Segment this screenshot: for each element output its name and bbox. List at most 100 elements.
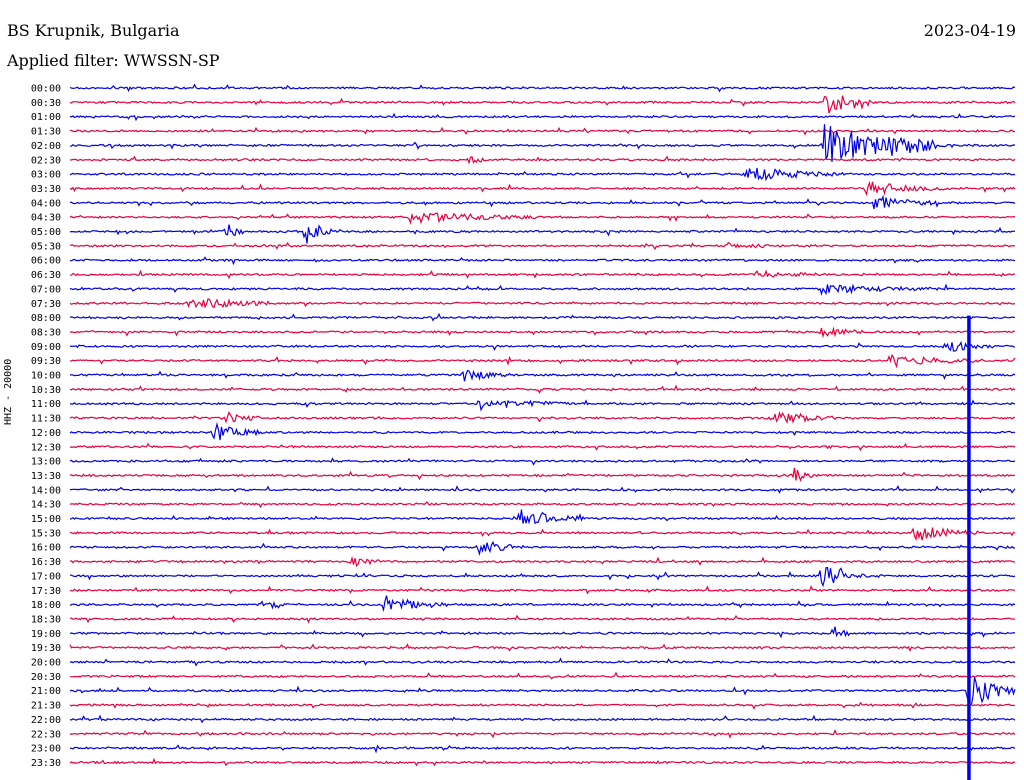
trace-row-07:00 — [69, 283, 1016, 296]
row-label: 19:00 — [31, 629, 61, 640]
trace-row-08:00 — [69, 312, 1016, 322]
trace-row-13:00 — [69, 457, 1016, 466]
trace-row-04:30 — [69, 212, 1016, 225]
trace-row-23:30 — [69, 757, 1016, 767]
trace-row-02:00 — [69, 124, 1016, 163]
trace-row-05:00 — [69, 224, 1015, 244]
trace-row-16:00 — [69, 540, 1016, 557]
row-label: 18:30 — [31, 614, 61, 625]
row-label: 20:30 — [31, 672, 61, 683]
filter-label: Applied filter: WWSSN-SP — [7, 51, 220, 70]
trace-row-23:00 — [69, 744, 1016, 754]
row-label: 16:30 — [31, 557, 61, 568]
row-label: 21:30 — [31, 701, 61, 712]
trace-row-06:30 — [69, 269, 1016, 280]
row-label: 02:30 — [31, 155, 61, 166]
trace-row-14:30 — [69, 501, 1016, 509]
trace-row-21:30 — [69, 701, 1016, 710]
trace-row-22:30 — [69, 729, 1016, 739]
row-label: 12:00 — [31, 428, 61, 439]
row-label: 21:00 — [31, 686, 61, 697]
row-label: 16:00 — [31, 543, 61, 554]
trace-row-10:00 — [69, 369, 1016, 382]
trace-row-15:30 — [69, 527, 1016, 542]
row-label: 05:30 — [31, 241, 61, 252]
row-label: 03:00 — [31, 170, 61, 181]
row-label: 20:00 — [31, 658, 61, 669]
row-label: 04:30 — [31, 213, 61, 224]
row-label: 01:00 — [31, 112, 61, 123]
trace-row-03:30 — [69, 180, 1016, 197]
row-label: 11:00 — [31, 399, 61, 410]
row-label: 00:00 — [31, 84, 61, 95]
row-label: 14:00 — [31, 485, 61, 496]
trace-row-03:00 — [69, 167, 1016, 182]
row-label: 12:30 — [31, 442, 61, 453]
trace-row-11:00 — [70, 399, 1016, 412]
trace-row-08:30 — [69, 326, 1016, 339]
row-label: 23:30 — [31, 758, 61, 769]
trace-row-12:30 — [69, 442, 1016, 452]
row-label: 14:30 — [31, 500, 61, 511]
row-label: 03:30 — [31, 184, 61, 195]
row-label: 17:30 — [31, 586, 61, 597]
row-label: 15:30 — [31, 528, 61, 539]
trace-row-17:00 — [69, 566, 1016, 588]
row-label: 22:00 — [31, 715, 61, 726]
trace-row-22:00 — [69, 714, 1016, 724]
row-label: 06:30 — [31, 270, 61, 281]
trace-row-20:00 — [69, 657, 1016, 667]
trace-row-19:30 — [69, 643, 1016, 653]
row-label: 10:00 — [31, 371, 61, 382]
trace-row-02:30 — [69, 155, 1016, 165]
trace-row-00:00 — [69, 83, 1016, 93]
row-label: 09:00 — [31, 342, 61, 353]
trace-row-00:30 — [69, 95, 1016, 114]
trace-row-11:30 — [69, 410, 1016, 425]
trace-row-04:00 — [69, 194, 1016, 210]
trace-row-18:00 — [69, 595, 1016, 613]
trace-row-13:30 — [69, 467, 1016, 482]
row-label: 11:30 — [31, 414, 61, 425]
row-label: 00:30 — [31, 98, 61, 109]
row-label: 23:00 — [31, 744, 61, 755]
trace-row-17:30 — [69, 585, 1016, 595]
trace-row-20:30 — [69, 671, 1016, 680]
row-label: 17:00 — [31, 571, 61, 582]
row-label: 13:30 — [31, 471, 61, 482]
trace-row-12:00 — [69, 421, 1016, 441]
trace-row-06:00 — [69, 256, 1016, 266]
row-label: 13:00 — [31, 457, 61, 468]
row-label: 18:00 — [31, 600, 61, 611]
row-label: 08:30 — [31, 327, 61, 338]
trace-row-09:00 — [69, 340, 1016, 352]
date-label: 2023-04-19 — [923, 21, 1016, 40]
trace-row-19:00 — [69, 626, 1016, 639]
row-label: 07:30 — [31, 299, 61, 310]
row-label: 05:00 — [31, 227, 61, 238]
row-label: 02:00 — [31, 141, 61, 152]
row-label: 07:00 — [31, 284, 61, 295]
row-labels: 00:00 00:30 01:00 01:30 02:00 02:30 03:00 03:30… — [31, 84, 61, 769]
row-label: 10:30 — [31, 385, 61, 396]
row-label: 15:00 — [31, 514, 61, 525]
earthquake-spike — [967, 315, 971, 780]
trace-row-10:30 — [69, 384, 1016, 394]
trace-row-16:30 — [69, 555, 1016, 567]
trace-row-21:00 — [69, 677, 1016, 707]
trace-row-01:00 — [69, 112, 1016, 122]
row-label: 06:00 — [31, 256, 61, 267]
trace-row-18:30 — [69, 614, 1016, 624]
row-label: 09:30 — [31, 356, 61, 367]
row-label: 22:30 — [31, 729, 61, 740]
row-label: 04:00 — [31, 198, 61, 209]
traces — [69, 83, 1016, 780]
trace-row-01:30 — [69, 126, 1015, 136]
trace-row-05:30 — [69, 241, 1016, 251]
trace-row-09:30 — [69, 353, 1016, 369]
trace-row-15:00 — [69, 509, 1016, 525]
trace-row-07:30 — [69, 298, 1016, 309]
row-label: 19:30 — [31, 643, 61, 654]
row-label: 01:30 — [31, 127, 61, 138]
